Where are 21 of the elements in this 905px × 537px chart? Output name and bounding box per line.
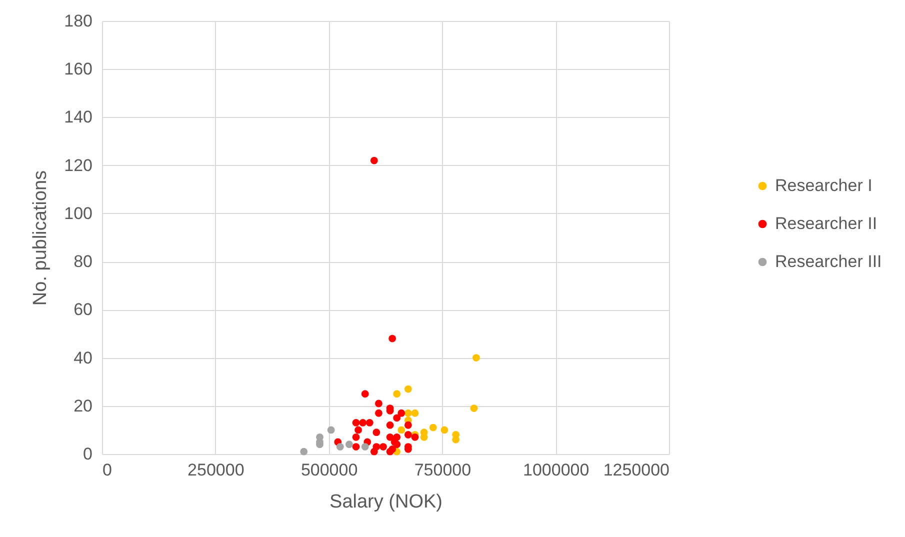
y-tick-label: 80 — [74, 252, 92, 272]
legend-label: Researcher III — [775, 252, 882, 271]
y-tick-label: 160 — [64, 60, 92, 79]
y-tick-label: 180 — [64, 12, 92, 30]
legend-label: Researcher I — [775, 176, 872, 195]
x-tick-label: 1000000 — [523, 460, 590, 480]
y-tick-label: 100 — [64, 204, 92, 223]
legend-label: Researcher II — [775, 214, 878, 233]
x-tick-label: 1250000 — [603, 460, 670, 480]
y-axis-title: No. publications — [30, 170, 52, 306]
y-tick-label: 20 — [74, 396, 92, 416]
x-tick-label: 500000 — [300, 460, 358, 480]
y-tick-label: 0 — [83, 444, 92, 464]
x-tick-label: 0 — [102, 460, 112, 480]
x-tick-label: 250000 — [188, 460, 244, 480]
y-tick-label: 120 — [64, 156, 92, 175]
x-tick-label: 750000 — [414, 460, 472, 480]
y-tick-label: 140 — [64, 108, 92, 127]
x-axis-title: Salary (NOK) — [330, 492, 442, 512]
y-tick-label: 40 — [74, 348, 92, 368]
y-tick-label: 60 — [74, 300, 92, 320]
